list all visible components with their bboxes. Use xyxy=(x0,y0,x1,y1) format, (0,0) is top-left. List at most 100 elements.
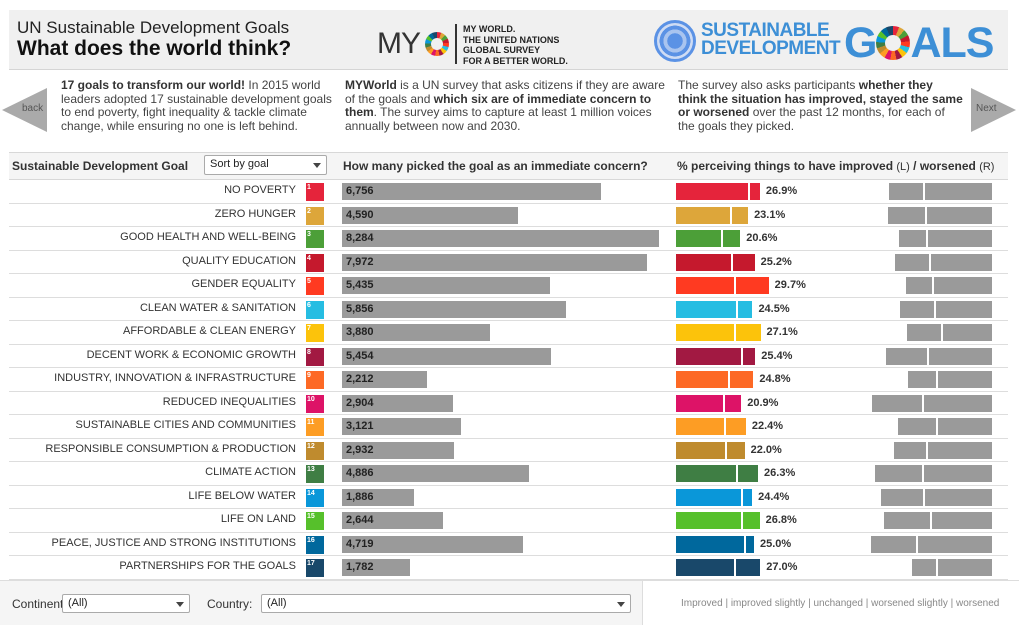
sort-select-value: Sort by goal xyxy=(210,158,269,170)
worsened-segment xyxy=(938,371,992,388)
table-row: LIFE ON LAND 15 2,644 26.8% xyxy=(9,509,1008,533)
chevron-down-icon xyxy=(313,163,321,168)
worsened-segment xyxy=(932,512,992,529)
improved-segment xyxy=(676,418,724,435)
worsened-slightly-segment xyxy=(870,535,917,553)
intro-goals-text: 17 goals to transform our world! In 2015… xyxy=(61,78,333,133)
continent-select[interactable]: (All) xyxy=(62,594,190,613)
intro-myworld-bold: MYWorld xyxy=(345,78,397,92)
header-banner: UN Sustainable Development Goals What do… xyxy=(9,10,1008,70)
improved-label: 26.8% xyxy=(765,514,797,526)
table-row: RESPONSIBLE CONSUMPTION & PRODUCTION 12 2,… xyxy=(9,439,1008,462)
improved-segment xyxy=(676,559,734,576)
sdg-goal-icon: 4 xyxy=(306,253,324,272)
worsened-segment xyxy=(928,347,992,365)
footer: Continent: (All) Country: (All) Improved… xyxy=(0,580,1019,625)
sdg-goal-icon: 6 xyxy=(306,300,324,319)
count-label: 4,719 xyxy=(346,537,374,550)
tagline-line: FOR A BETTER WORLD. xyxy=(463,55,568,66)
column-header-bar: Sustainable Development Goal Sort by goa… xyxy=(9,152,1008,180)
filter-bar: Continent: (All) Country: (All) xyxy=(0,580,642,625)
perc-header-l: (L) xyxy=(896,161,910,173)
improved-label: 26.9% xyxy=(765,185,798,197)
improved-segment xyxy=(676,488,741,506)
improved-slightly-segment xyxy=(726,441,745,459)
table-row: ZERO HUNGER 2 4,590 23.1% xyxy=(9,204,1008,227)
count-bar xyxy=(342,465,529,482)
goal-name: PEACE, JUSTICE AND STRONG INSTITUTIONS xyxy=(51,536,296,549)
country-select[interactable]: (All) xyxy=(261,594,631,613)
goal-name: LIFE BELOW WATER xyxy=(188,489,296,502)
improved-segment xyxy=(676,441,725,459)
worsened-segment xyxy=(930,253,992,271)
worsened-slightly-segment xyxy=(885,347,927,365)
sdg-goal-icon: 9 xyxy=(306,371,324,389)
sdg-wheel-icon xyxy=(876,26,911,60)
sdg-wheel-icon xyxy=(425,32,449,56)
sort-select[interactable]: Sort by goal xyxy=(204,155,327,175)
count-label: 6,756 xyxy=(346,185,374,197)
country-label: Country: xyxy=(207,597,253,611)
count-bar xyxy=(342,206,518,224)
goal-name: QUALITY EDUCATION xyxy=(182,254,296,267)
perception-column-header: % perceiving things to have improved (L)… xyxy=(677,159,994,173)
sdg-goal-icon: 7 xyxy=(306,324,324,342)
count-label: 3,880 xyxy=(346,326,374,338)
improved-slightly-segment xyxy=(730,371,754,388)
improved-label: 20.9% xyxy=(747,396,779,409)
improved-label: 24.8% xyxy=(759,373,791,385)
count-bar xyxy=(342,277,550,294)
goal-column-header: Sustainable Development Goal xyxy=(12,159,189,173)
improved-segment xyxy=(676,465,737,482)
count-bar xyxy=(342,230,659,247)
table-row: QUALITY EDUCATION 4 7,972 25.2% xyxy=(9,251,1008,274)
sdg-goal-icon: 16 xyxy=(306,535,324,554)
goal-name: CLEAN WATER & SANITATION xyxy=(139,301,296,314)
worsened-segment xyxy=(928,230,992,247)
worsened-slightly-segment xyxy=(894,253,929,271)
right-arrow-icon xyxy=(971,88,1016,132)
count-label: 5,435 xyxy=(346,279,374,291)
count-label: 1,782 xyxy=(346,561,374,573)
count-bar xyxy=(342,253,648,271)
count-bar xyxy=(342,512,444,529)
improved-segment xyxy=(676,324,734,341)
count-label: 3,121 xyxy=(346,420,374,432)
worsened-segment xyxy=(936,300,992,318)
improved-segment xyxy=(676,277,734,294)
sdg-goal-icon: 17 xyxy=(306,559,324,577)
table-row: NO POVERTY 1 6,756 26.9% xyxy=(9,180,1008,204)
back-button[interactable]: back xyxy=(2,88,47,132)
count-bar xyxy=(342,535,523,553)
table-row: SUSTAINABLE CITIES AND COMMUNITIES 11 3,12… xyxy=(9,415,1008,439)
worsened-slightly-segment xyxy=(912,559,937,576)
goal-name: CLIMATE ACTION xyxy=(205,466,296,478)
worsened-slightly-segment xyxy=(889,183,924,200)
improved-slightly-segment xyxy=(745,535,754,553)
count-bar xyxy=(342,183,601,200)
next-label: Next xyxy=(976,103,997,114)
improved-segment xyxy=(676,512,741,529)
continent-label: Continent: xyxy=(12,597,67,611)
improved-segment xyxy=(676,394,724,412)
improved-slightly-segment xyxy=(731,206,749,224)
sdg-goal-icon: 10 xyxy=(306,394,324,413)
goal-rows: NO POVERTY 1 6,756 26.9% ZERO HUNGER 2 4,590 23… xyxy=(9,180,1008,580)
tagline-line: GLOBAL SURVEY xyxy=(463,45,541,55)
count-label: 5,856 xyxy=(346,302,374,315)
next-button[interactable]: Next xyxy=(971,88,1016,132)
worsened-slightly-segment xyxy=(871,394,922,412)
table-row: PEACE, JUSTICE AND STRONG INSTITUTIONS 16… xyxy=(9,533,1008,556)
goal-name: PARTNERSHIPS FOR THE GOALS xyxy=(119,560,296,572)
improved-label: 24.4% xyxy=(758,490,790,503)
sdg-goal-icon: 5 xyxy=(306,277,324,295)
intro-survey-text: The survey also asks participants whethe… xyxy=(678,78,963,133)
sdg-logo: SUSTAINABLE DEVELOPMENT G ALS xyxy=(654,16,1004,67)
tagline-line: MY WORLD. xyxy=(463,24,516,34)
worsened-slightly-segment xyxy=(884,512,931,529)
table-row: CLIMATE ACTION 13 4,886 26.3% xyxy=(9,462,1008,486)
chevron-down-icon xyxy=(617,602,625,607)
worsened-segment xyxy=(925,183,992,200)
worsened-segment xyxy=(928,441,992,459)
improved-label: 25.2% xyxy=(760,255,792,268)
